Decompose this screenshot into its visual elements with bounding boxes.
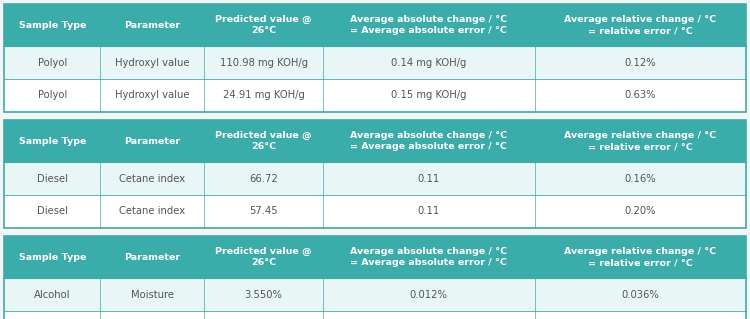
Text: 0.11: 0.11	[418, 174, 440, 183]
Text: 3.550%: 3.550%	[244, 290, 283, 300]
Bar	[4, 4, 746, 46]
Text: Moisture: Moisture	[131, 290, 174, 300]
Text: Hydroxyl value: Hydroxyl value	[116, 57, 190, 68]
Text: 0.12%: 0.12%	[625, 57, 656, 68]
Bar	[4, 236, 746, 278]
Bar	[4, 4, 746, 112]
Text: 110.98 mg KOH/g: 110.98 mg KOH/g	[220, 57, 308, 68]
Text: Sample Type: Sample Type	[19, 137, 86, 145]
Text: 0.16%: 0.16%	[625, 174, 656, 183]
Bar	[4, 120, 746, 228]
Text: 24.91 mg KOH/g: 24.91 mg KOH/g	[223, 91, 304, 100]
Text: 0.14 mg KOH/g: 0.14 mg KOH/g	[391, 57, 466, 68]
Text: 0.012%: 0.012%	[410, 290, 448, 300]
Bar	[4, 79, 746, 112]
Text: Average absolute change / °C
= Average absolute error / °C: Average absolute change / °C = Average a…	[350, 247, 507, 267]
Text: Polyol: Polyol	[38, 91, 67, 100]
Text: Hydroxyl value: Hydroxyl value	[116, 91, 190, 100]
Text: 0.11: 0.11	[418, 206, 440, 217]
Bar	[4, 278, 746, 311]
Text: Average relative change / °C
= relative error / °C: Average relative change / °C = relative …	[564, 15, 716, 35]
Text: Parameter: Parameter	[124, 20, 181, 29]
Text: 0.20%: 0.20%	[625, 206, 656, 217]
Bar	[4, 195, 746, 228]
Text: Predicted value @
26°C: Predicted value @ 26°C	[215, 15, 312, 35]
Text: Parameter: Parameter	[124, 137, 181, 145]
Bar	[4, 46, 746, 79]
Text: Predicted value @
26°C: Predicted value @ 26°C	[215, 131, 312, 151]
Text: Diesel: Diesel	[37, 206, 68, 217]
Text: Cetane index: Cetane index	[119, 174, 185, 183]
Text: Diesel: Diesel	[37, 174, 68, 183]
Text: 66.72: 66.72	[249, 174, 278, 183]
Text: Predicted value @
26°C: Predicted value @ 26°C	[215, 247, 312, 267]
Text: Alcohol: Alcohol	[34, 290, 70, 300]
Bar	[4, 311, 746, 319]
Text: Parameter: Parameter	[124, 253, 181, 262]
Text: 0.63%: 0.63%	[625, 91, 656, 100]
Text: 57.45: 57.45	[250, 206, 278, 217]
Bar	[4, 162, 746, 195]
Bar	[4, 236, 746, 319]
Bar	[4, 120, 746, 162]
Text: Average absolute change / °C
= Average absolute error / °C: Average absolute change / °C = Average a…	[350, 131, 507, 151]
Text: Average relative change / °C
= relative error / °C: Average relative change / °C = relative …	[564, 131, 716, 151]
Text: Sample Type: Sample Type	[19, 253, 86, 262]
Text: Average absolute change / °C
= Average absolute error / °C: Average absolute change / °C = Average a…	[350, 15, 507, 35]
Text: Sample Type: Sample Type	[19, 20, 86, 29]
Text: 0.036%: 0.036%	[622, 290, 659, 300]
Text: Average relative change / °C
= relative error / °C: Average relative change / °C = relative …	[564, 247, 716, 267]
Text: Polyol: Polyol	[38, 57, 67, 68]
Text: 0.15 mg KOH/g: 0.15 mg KOH/g	[391, 91, 466, 100]
Text: Cetane index: Cetane index	[119, 206, 185, 217]
